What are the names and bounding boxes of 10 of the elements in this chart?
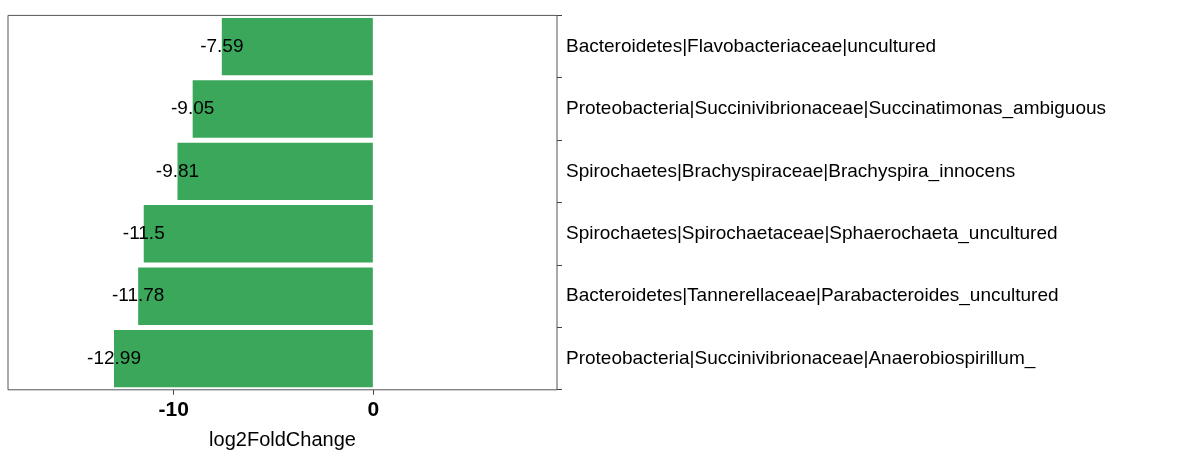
data-label: -12.99 [87, 346, 141, 368]
y-tick-label: Proteobacteria|Succinivibrionaceae|Anaerobiospirillum_ [566, 346, 1036, 369]
y-tick-label: Bacteroidetes|Tannerellaceae|Parabacteroides_uncultured [566, 284, 1059, 307]
x-tick-label: 0 [367, 397, 380, 421]
x-axis-title: log2FoldChange [209, 427, 356, 450]
y-tick-label: Spirochaetes|Brachyspiraceae|Brachyspira_innocens [566, 159, 1016, 182]
x-tick-label: -10 [158, 397, 189, 421]
y-tick-label: Bacteroidetes|Flavobacteriaceae|uncultured [566, 34, 937, 56]
y-tick-label: Proteobacteria|Succinivibrionaceae|Succinatimonas_ambiguous [566, 97, 1107, 120]
y-tick-label: Spirochaetes|Spirochaetaceae|Sphaerochaeta_uncultured [566, 222, 1058, 245]
